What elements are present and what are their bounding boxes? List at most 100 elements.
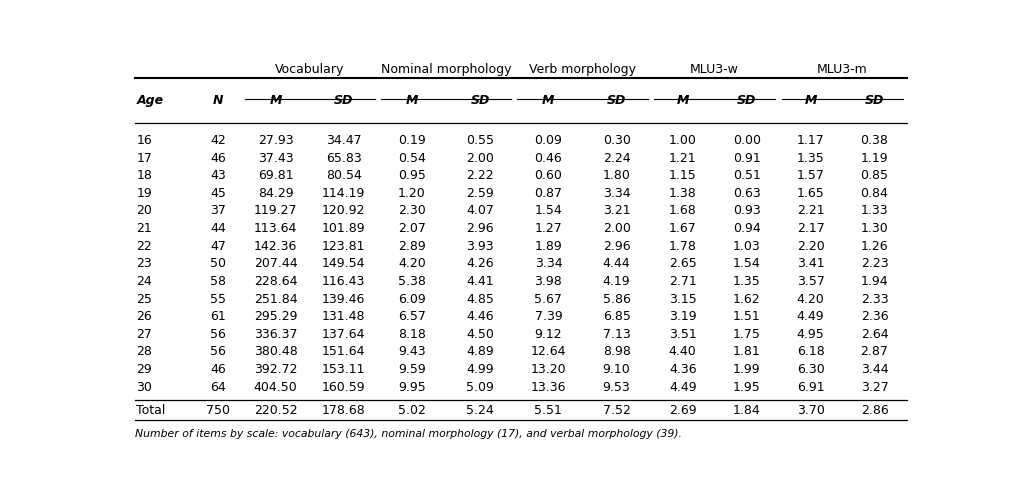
Text: 149.54: 149.54 (322, 258, 366, 270)
Text: 7.13: 7.13 (602, 328, 631, 341)
Text: 2.20: 2.20 (797, 240, 824, 253)
Text: 336.37: 336.37 (254, 328, 298, 341)
Text: 50: 50 (210, 258, 226, 270)
Text: 6.30: 6.30 (797, 363, 824, 376)
Text: 2.00: 2.00 (602, 222, 631, 235)
Text: 26: 26 (136, 310, 152, 323)
Text: 1.84: 1.84 (733, 404, 761, 417)
Text: 0.09: 0.09 (534, 134, 562, 147)
Text: 119.27: 119.27 (254, 204, 298, 217)
Text: 58: 58 (210, 275, 226, 288)
Text: 4.50: 4.50 (466, 328, 494, 341)
Text: 4.85: 4.85 (466, 293, 494, 305)
Text: 1.89: 1.89 (534, 240, 562, 253)
Text: 4.49: 4.49 (669, 381, 697, 394)
Text: 1.94: 1.94 (861, 275, 888, 288)
Text: 5.09: 5.09 (466, 381, 494, 394)
Text: 1.15: 1.15 (669, 169, 697, 182)
Text: 1.80: 1.80 (602, 169, 631, 182)
Text: SD: SD (470, 94, 490, 107)
Text: 404.50: 404.50 (254, 381, 298, 394)
Text: 17: 17 (136, 151, 152, 164)
Text: 4.20: 4.20 (797, 293, 824, 305)
Text: 3.44: 3.44 (861, 363, 888, 376)
Text: 64: 64 (210, 381, 226, 394)
Text: 5.24: 5.24 (466, 404, 494, 417)
Text: 44: 44 (210, 222, 226, 235)
Text: SD: SD (334, 94, 354, 107)
Text: 0.19: 0.19 (398, 134, 426, 147)
Text: Total: Total (136, 404, 166, 417)
Text: 1.26: 1.26 (861, 240, 888, 253)
Text: 392.72: 392.72 (254, 363, 298, 376)
Text: 4.99: 4.99 (466, 363, 494, 376)
Text: 0.60: 0.60 (534, 169, 562, 182)
Text: 380.48: 380.48 (254, 346, 298, 359)
Text: 120.92: 120.92 (322, 204, 366, 217)
Text: 12.64: 12.64 (530, 346, 566, 359)
Text: 2.17: 2.17 (797, 222, 824, 235)
Text: 2.64: 2.64 (861, 328, 888, 341)
Text: 151.64: 151.64 (322, 346, 366, 359)
Text: 0.46: 0.46 (534, 151, 562, 164)
Text: 2.96: 2.96 (602, 240, 631, 253)
Text: 9.95: 9.95 (398, 381, 426, 394)
Text: 3.27: 3.27 (861, 381, 888, 394)
Text: 1.30: 1.30 (861, 222, 888, 235)
Text: 3.19: 3.19 (669, 310, 697, 323)
Text: 0.85: 0.85 (861, 169, 889, 182)
Text: 22: 22 (136, 240, 152, 253)
Text: 29: 29 (136, 363, 152, 376)
Text: 7.52: 7.52 (602, 404, 631, 417)
Text: 45: 45 (210, 187, 226, 200)
Text: 3.15: 3.15 (669, 293, 697, 305)
Text: 2.86: 2.86 (861, 404, 888, 417)
Text: SD: SD (737, 94, 756, 107)
Text: 37: 37 (210, 204, 226, 217)
Text: 1.95: 1.95 (733, 381, 761, 394)
Text: 2.89: 2.89 (398, 240, 426, 253)
Text: 6.85: 6.85 (602, 310, 631, 323)
Text: 42: 42 (210, 134, 226, 147)
Text: 37.43: 37.43 (258, 151, 294, 164)
Text: 1.62: 1.62 (733, 293, 760, 305)
Text: 2.22: 2.22 (466, 169, 494, 182)
Text: MLU3-m: MLU3-m (817, 63, 868, 76)
Text: 6.57: 6.57 (398, 310, 426, 323)
Text: 8.98: 8.98 (602, 346, 631, 359)
Text: 80.54: 80.54 (326, 169, 362, 182)
Text: 1.35: 1.35 (797, 151, 824, 164)
Text: 3.70: 3.70 (797, 404, 825, 417)
Text: 0.55: 0.55 (466, 134, 494, 147)
Text: 3.51: 3.51 (669, 328, 697, 341)
Text: 46: 46 (210, 363, 226, 376)
Text: 9.43: 9.43 (398, 346, 426, 359)
Text: 3.21: 3.21 (602, 204, 631, 217)
Text: 61: 61 (210, 310, 226, 323)
Text: 750: 750 (206, 404, 230, 417)
Text: Number of items by scale: vocabulary (643), nominal morphology (17), and verbal : Number of items by scale: vocabulary (64… (135, 430, 682, 440)
Text: 69.81: 69.81 (258, 169, 294, 182)
Text: 1.00: 1.00 (669, 134, 697, 147)
Text: N: N (212, 94, 224, 107)
Text: 2.69: 2.69 (669, 404, 697, 417)
Text: 207.44: 207.44 (254, 258, 298, 270)
Text: 0.95: 0.95 (398, 169, 426, 182)
Text: 0.87: 0.87 (534, 187, 563, 200)
Text: 2.36: 2.36 (861, 310, 888, 323)
Text: 2.65: 2.65 (669, 258, 697, 270)
Text: 13.36: 13.36 (530, 381, 566, 394)
Text: 101.89: 101.89 (322, 222, 366, 235)
Text: 1.17: 1.17 (797, 134, 824, 147)
Text: 2.24: 2.24 (602, 151, 631, 164)
Text: 16: 16 (136, 134, 152, 147)
Text: 3.98: 3.98 (534, 275, 562, 288)
Text: 6.18: 6.18 (797, 346, 824, 359)
Text: 123.81: 123.81 (322, 240, 366, 253)
Text: 1.54: 1.54 (534, 204, 562, 217)
Text: 4.26: 4.26 (466, 258, 494, 270)
Text: 2.71: 2.71 (669, 275, 697, 288)
Text: M: M (405, 94, 419, 107)
Text: 5.86: 5.86 (602, 293, 631, 305)
Text: 251.84: 251.84 (254, 293, 298, 305)
